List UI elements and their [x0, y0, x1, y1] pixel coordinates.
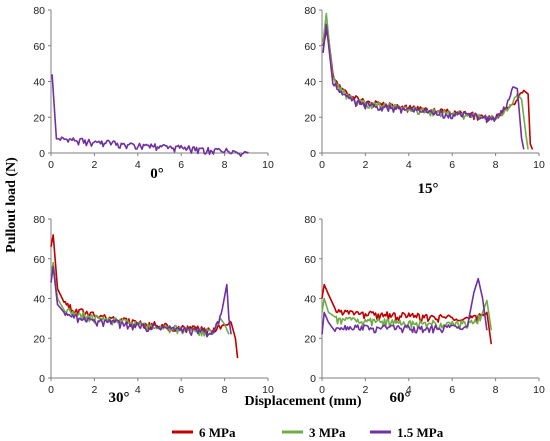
x-tick-label: 10: [262, 384, 274, 396]
x-tick-label: 8: [493, 384, 499, 396]
y-tick-label: 20: [304, 112, 316, 124]
y-tick-label: 80: [33, 5, 45, 17]
y-tick-label: 20: [304, 333, 316, 345]
legend-label-3mpa: 3 MPa: [309, 425, 346, 440]
x-tick-label: 2: [362, 159, 368, 171]
y-tick-label: 60: [33, 254, 45, 266]
x-tick-label: 0: [48, 159, 54, 171]
y-tick-label: 0: [310, 148, 316, 160]
x-tick-label: 8: [222, 159, 228, 171]
x-tick-label: 4: [406, 159, 412, 171]
x-tick-label: 8: [222, 384, 228, 396]
series-line-1-5-mpa: [50, 265, 232, 338]
x-tick-label: 2: [91, 384, 97, 396]
y-tick-label: 20: [33, 112, 45, 124]
panel-4: 0 20 40 60 80 0 2 4 6 8 10 60°: [304, 214, 545, 406]
x-tick-label: 2: [362, 384, 368, 396]
y-tick-label: 40: [33, 77, 45, 89]
x-tick-label: 0: [319, 384, 325, 396]
series-line-3-mpa: [50, 261, 230, 337]
y-tick-label: 80: [304, 5, 316, 17]
y-tick-label: 60: [304, 41, 316, 53]
x-tick-label: 10: [533, 384, 545, 396]
y-tick-label: 0: [310, 373, 316, 385]
panel-2: 0 20 40 60 80 0 2 4 6 8 10 15°: [304, 5, 545, 197]
panel-caption: 30°: [109, 390, 130, 406]
series-line-6-mpa: [322, 27, 534, 150]
x-tick-label: 0: [48, 384, 54, 396]
x-tick-label: 2: [91, 159, 97, 171]
x-tick-label: 8: [493, 159, 499, 171]
x-tick-label: 10: [533, 159, 545, 171]
x-tick-label: 4: [135, 384, 141, 396]
series-line-6-mpa: [50, 234, 239, 359]
legend-label-6mpa: 6 MPa: [199, 425, 236, 440]
legend-item-3mpa: 3 MPa: [282, 425, 346, 440]
y-tick-label: 0: [39, 373, 45, 385]
x-axis-label: Displacement (mm): [244, 394, 361, 409]
panel-caption: 0°: [150, 166, 164, 182]
x-tick-label: 10: [262, 159, 274, 171]
series-line-1-5-mpa: [321, 277, 488, 335]
x-tick-label: 0: [319, 159, 325, 171]
x-tick-label: 4: [406, 384, 412, 396]
x-tick-label: 6: [178, 384, 184, 396]
x-tick-label: 4: [135, 159, 141, 171]
y-tick-label: 20: [33, 333, 45, 345]
y-tick-label: 60: [33, 41, 45, 53]
y-tick-label: 80: [304, 214, 316, 226]
panel-caption: 15°: [418, 181, 439, 197]
series-line-6-mpa: [321, 283, 493, 345]
y-tick-label: 40: [304, 77, 316, 89]
y-tick-label: 40: [304, 294, 316, 306]
y-tick-label: 40: [33, 294, 45, 306]
panel-1: 0 20 40 60 80 0 2 4 6 8 10 0°: [33, 5, 274, 182]
y-tick-label: 0: [39, 148, 45, 160]
x-tick-label: 6: [178, 159, 184, 171]
x-tick-label: 6: [449, 159, 455, 171]
legend-item-1-5mpa: 1.5 MPa: [370, 425, 444, 440]
x-tick-label: 6: [449, 384, 455, 396]
panel-caption: 60°: [390, 390, 411, 406]
series-line-1-5-mpa: [322, 23, 525, 150]
legend-item-6mpa: 6 MPa: [172, 425, 236, 440]
panel-3: 0 20 40 60 80 0 2 4 6 8 10 30°: [33, 214, 274, 406]
series-line-1-5-mpa: [51, 74, 249, 157]
legend: 6 MPa 3 MPa 1.5 MPa: [172, 425, 444, 440]
y-axis-label: Pullout load (N): [4, 157, 19, 253]
y-tick-label: 80: [33, 214, 45, 226]
legend-label-1-5mpa: 1.5 MPa: [397, 425, 444, 440]
series-line-3-mpa: [322, 12, 529, 150]
y-tick-label: 60: [304, 254, 316, 266]
